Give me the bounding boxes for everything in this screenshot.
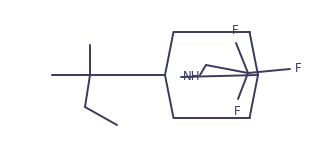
Text: NH: NH [183,71,201,84]
Text: F: F [295,62,302,75]
Text: F: F [234,105,240,118]
Text: F: F [232,24,238,37]
